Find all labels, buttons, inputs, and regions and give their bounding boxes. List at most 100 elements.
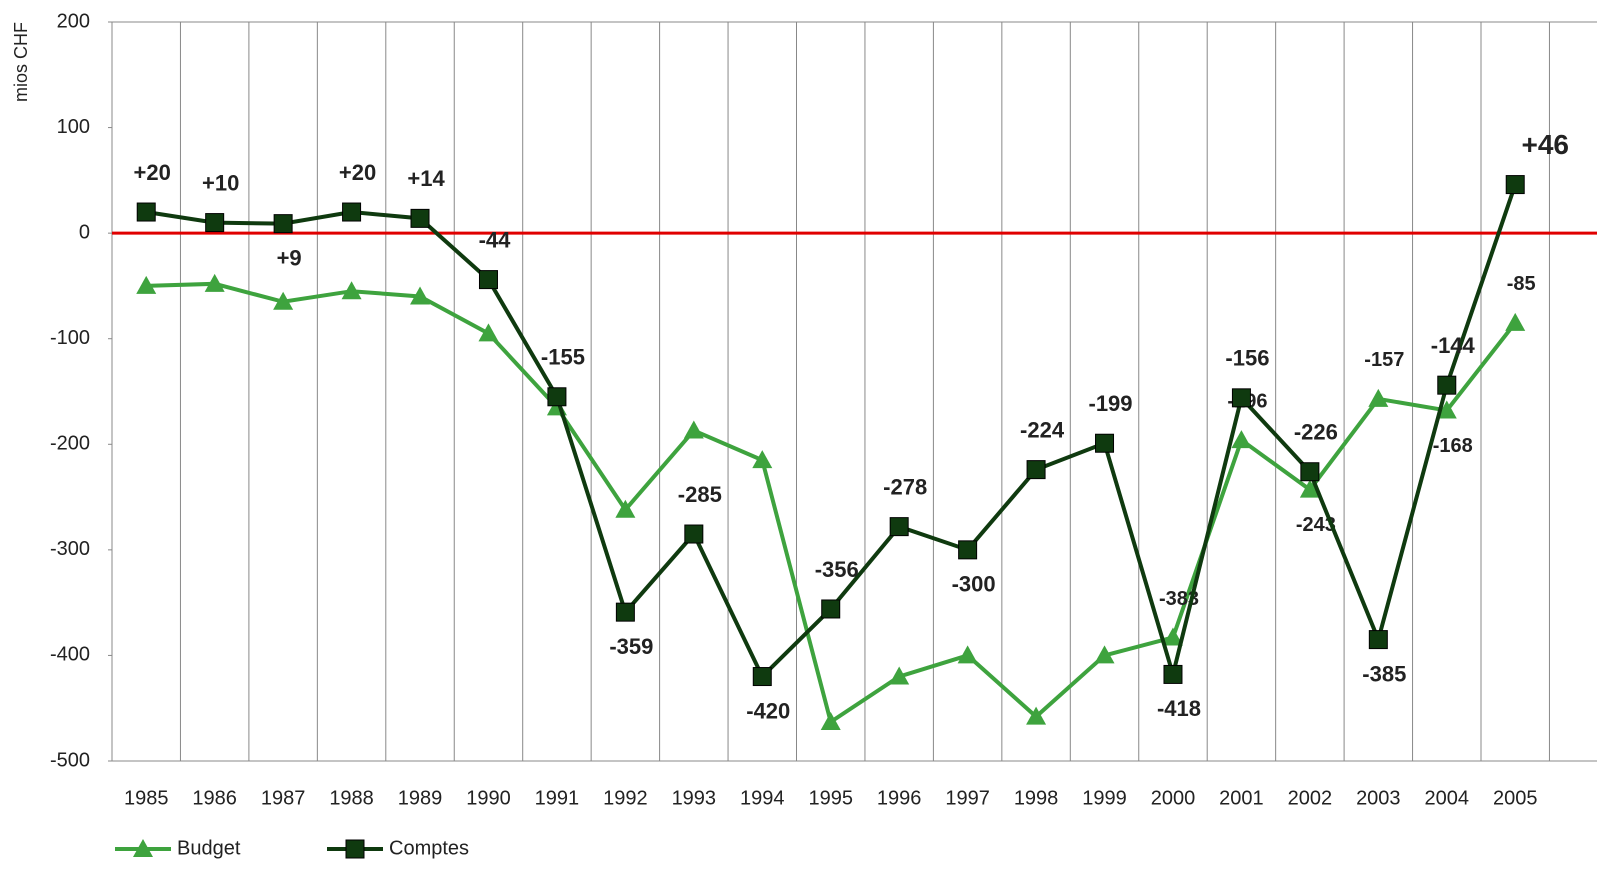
data-label: +46 [1521, 129, 1569, 160]
point [615, 499, 636, 518]
data-label: -168 [1433, 435, 1473, 457]
data-label: -224 [1020, 417, 1065, 442]
data-label: -199 [1089, 391, 1133, 416]
y-axis-label: mios CHF [11, 22, 31, 102]
point [410, 286, 431, 305]
legend-label: Comptes [389, 837, 469, 859]
point [1368, 388, 1389, 407]
point [1095, 433, 1115, 453]
data-label: -226 [1294, 420, 1338, 445]
point [341, 281, 362, 300]
data-label: -44 [479, 227, 512, 252]
data-label: -359 [609, 634, 653, 659]
point [204, 273, 225, 292]
x-tick-label: 2005 [1493, 787, 1538, 809]
data-label: -278 [883, 474, 927, 499]
point [478, 323, 499, 342]
point [1436, 400, 1457, 419]
point [410, 208, 430, 228]
point [889, 666, 910, 685]
point [342, 202, 362, 222]
point [889, 517, 909, 537]
point [478, 270, 498, 290]
point [273, 214, 293, 234]
point [1299, 479, 1320, 498]
data-label: +14 [407, 166, 445, 191]
x-tick-label: 1995 [808, 787, 853, 809]
data-label: +20 [339, 160, 376, 185]
data-label: -385 [1362, 661, 1406, 686]
point [821, 599, 841, 619]
data-label: -156 [1225, 346, 1269, 371]
point [684, 524, 704, 544]
data-label: -418 [1157, 696, 1201, 721]
data-label: +20 [134, 160, 171, 185]
point [1300, 462, 1320, 482]
legend-marker [133, 839, 153, 857]
x-tick-label: 1998 [1014, 787, 1059, 809]
y-tick-label: -100 [50, 327, 90, 349]
point [958, 540, 978, 560]
x-tick-label: 1985 [124, 787, 169, 809]
x-tick-label: 2004 [1425, 787, 1470, 809]
y-tick-label: -300 [50, 538, 90, 560]
point [683, 420, 704, 439]
legend-marker [345, 839, 365, 859]
x-tick-label: 1987 [261, 787, 306, 809]
x-tick-label: 2001 [1219, 787, 1264, 809]
point [1437, 375, 1457, 395]
y-tick-label: -500 [50, 749, 90, 771]
data-label: -300 [952, 572, 996, 597]
data-label: -285 [678, 482, 722, 507]
point [615, 602, 635, 622]
y-tick-label: 0 [79, 221, 90, 243]
point [136, 275, 157, 294]
point [1505, 175, 1525, 195]
point [1231, 388, 1251, 408]
x-tick-label: 1999 [1082, 787, 1127, 809]
series-line [146, 281, 1517, 726]
point [752, 450, 773, 469]
x-tick-label: 1989 [398, 787, 443, 809]
point [547, 387, 567, 407]
x-tick-label: 1993 [672, 787, 717, 809]
data-label: +9 [277, 245, 302, 270]
point [1163, 664, 1183, 684]
data-label: -85 [1507, 273, 1536, 295]
point [1094, 645, 1115, 664]
point [957, 645, 978, 664]
point [136, 202, 156, 222]
point [1231, 430, 1252, 449]
point [1026, 706, 1047, 725]
data-label: -243 [1296, 514, 1336, 536]
y-tick-label: 100 [57, 116, 90, 138]
x-tick-label: 2002 [1288, 787, 1333, 809]
x-tick-label: 1990 [466, 787, 511, 809]
point [820, 711, 841, 730]
x-tick-label: 1992 [603, 787, 648, 809]
point [1368, 630, 1388, 650]
x-tick-label: 1986 [192, 787, 237, 809]
x-tick-label: 2003 [1356, 787, 1401, 809]
legend-label: Budget [177, 837, 241, 859]
y-tick-label: -200 [50, 433, 90, 455]
x-tick-label: 1996 [877, 787, 922, 809]
x-tick-label: 1991 [535, 787, 580, 809]
point [205, 213, 225, 233]
data-label: -155 [541, 345, 585, 370]
data-label: -420 [746, 698, 790, 723]
y-tick-label: -400 [50, 644, 90, 666]
y-tick-label: 200 [57, 10, 90, 32]
x-tick-label: 1997 [945, 787, 990, 809]
x-tick-label: 2000 [1151, 787, 1196, 809]
data-label: +10 [202, 170, 239, 195]
point [1026, 460, 1046, 480]
point [1162, 627, 1183, 646]
x-tick-label: 1988 [329, 787, 374, 809]
data-label: -144 [1431, 333, 1476, 358]
point [273, 291, 294, 310]
x-tick-label: 1994 [740, 787, 785, 809]
point [752, 667, 772, 687]
data-label: -356 [815, 557, 859, 582]
